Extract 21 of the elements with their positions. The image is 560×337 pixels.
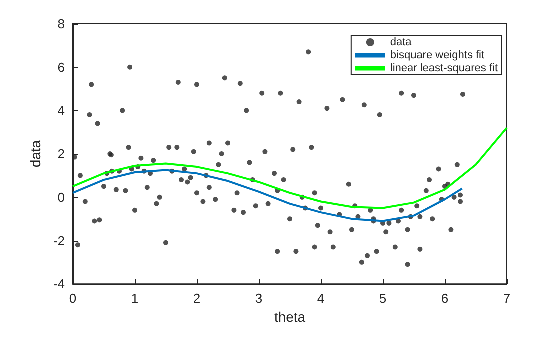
x-tick-label: 6 bbox=[441, 291, 449, 306]
line-series bbox=[72, 127, 508, 210]
y-tick-label: 6 bbox=[58, 60, 65, 75]
y-tick-label: 2 bbox=[58, 146, 65, 162]
y-tick-label: -2 bbox=[53, 233, 65, 248]
x-tick-label: 2 bbox=[193, 291, 201, 306]
y-tick-label: 4 bbox=[58, 103, 65, 118]
x-tick-label: 7 bbox=[503, 291, 511, 306]
x-axis-title: theta bbox=[274, 309, 306, 325]
legend-label: bisquare weights fit bbox=[390, 50, 485, 62]
y-tick-label: -4 bbox=[53, 276, 65, 292]
y-axis-title: data bbox=[28, 140, 44, 168]
x-tick-label: 3 bbox=[255, 291, 263, 306]
y-tick-label: 0 bbox=[58, 190, 65, 205]
x-tick-label: 1 bbox=[131, 291, 139, 306]
x-tick-label: 4 bbox=[317, 291, 325, 306]
legend-label: linear least-squares fit bbox=[390, 62, 498, 74]
x-tick-label: 0 bbox=[69, 291, 77, 306]
legend-label: data bbox=[390, 36, 413, 48]
x-tick-label: 5 bbox=[379, 291, 387, 306]
y-tick-label: 8 bbox=[58, 16, 65, 32]
